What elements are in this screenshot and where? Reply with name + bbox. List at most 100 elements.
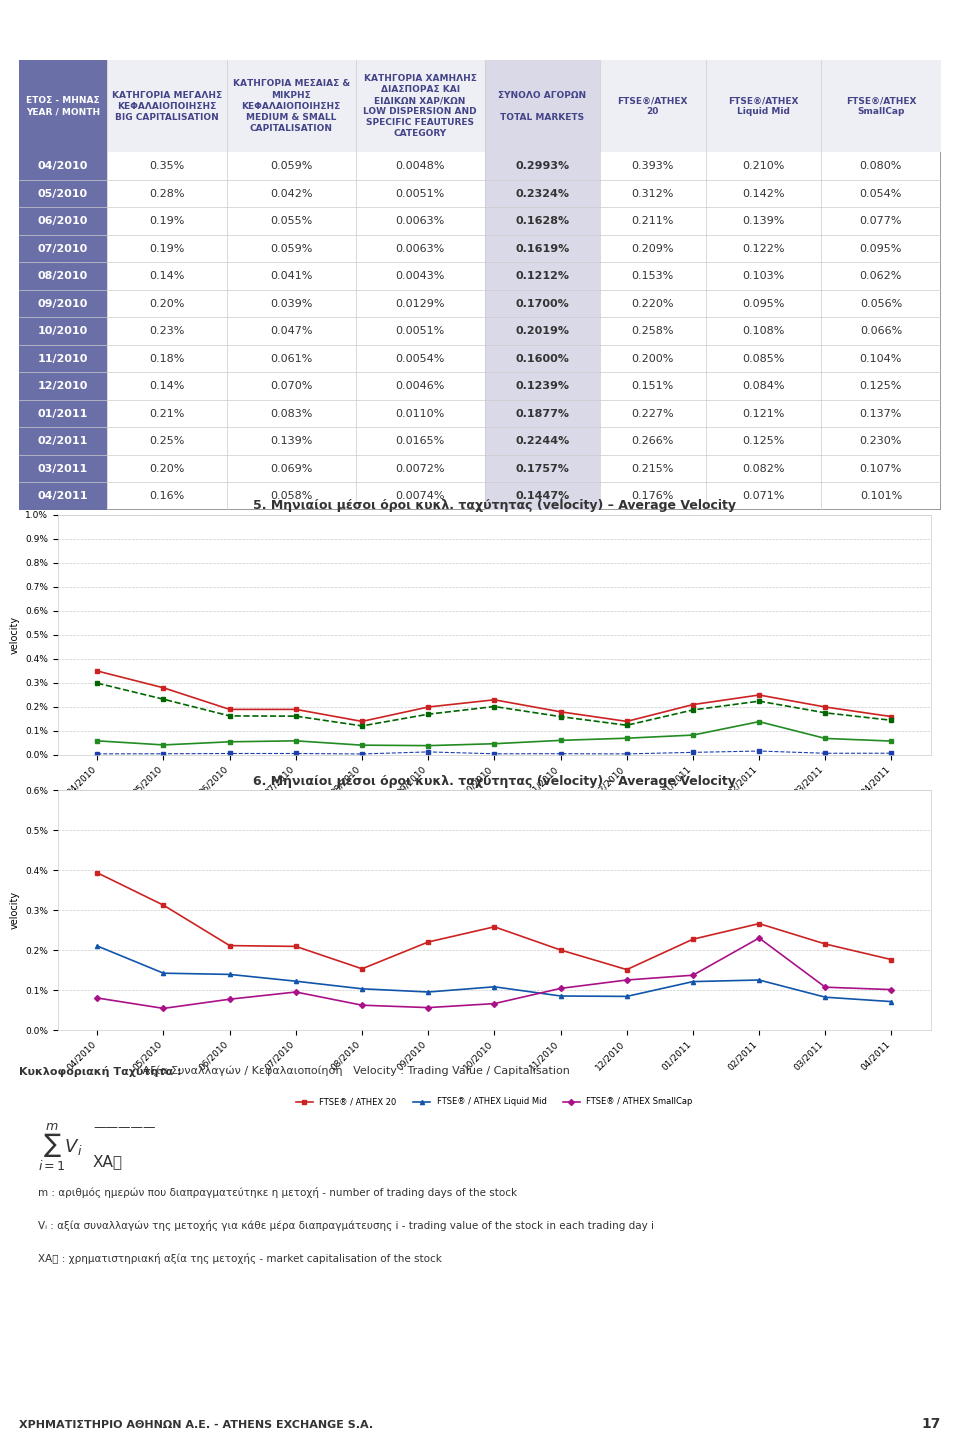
Text: 0.25%: 0.25% (149, 436, 184, 446)
Bar (485, 399, 600, 427)
Text: 0.039%: 0.039% (270, 299, 312, 309)
Text: 0.121%: 0.121% (742, 408, 784, 418)
Bar (19, 60, 107, 152)
Text: ΣΥΝΟΛΟ ΑΓΟΡΩΝ

TOTAL MARKETS: ΣΥΝΟΛΟ ΑΓΟΡΩΝ TOTAL MARKETS (498, 90, 587, 122)
Text: 0.1700%: 0.1700% (516, 299, 569, 309)
Text: 0.19%: 0.19% (149, 244, 184, 254)
Text: 0.107%: 0.107% (860, 463, 902, 473)
Text: 0.0165%: 0.0165% (396, 436, 444, 446)
Text: 0.059%: 0.059% (270, 244, 312, 254)
Text: 0.080%: 0.080% (860, 161, 902, 171)
Text: ΧΡΗΜΑΤΙΣΤΗΡΙΟ ΑΘΗΝΩΝ Α.Ε. - ATHENS EXCHANGE S.A.: ΧΡΗΜΑΤΙΣΤΗΡΙΟ ΑΘΗΝΩΝ Α.Ε. - ATHENS EXCHA… (19, 1420, 373, 1430)
Text: FTSE®/ATHEX
SmallCap: FTSE®/ATHEX SmallCap (846, 96, 916, 116)
Text: 0.266%: 0.266% (632, 436, 674, 446)
Text: 0.054%: 0.054% (860, 189, 902, 199)
Text: 0.21%: 0.21% (149, 408, 184, 418)
Legend: FTSE® / ATHEX 20, FTSE® / ATHEX Liquid Mid, FTSE® / ATHEX SmallCap: FTSE® / ATHEX 20, FTSE® / ATHEX Liquid M… (293, 1095, 696, 1109)
Bar (485, 263, 600, 290)
Text: 0.069%: 0.069% (270, 463, 312, 473)
Bar (485, 427, 600, 454)
Bar (485, 290, 600, 318)
Text: 0.0072%: 0.0072% (396, 463, 444, 473)
Text: 0.18%: 0.18% (149, 354, 184, 363)
Text: 06/2010: 06/2010 (37, 216, 88, 227)
Text: 10/2010: 10/2010 (37, 327, 88, 335)
Text: 0.058%: 0.058% (270, 491, 312, 501)
Text: 0.153%: 0.153% (632, 272, 674, 282)
Bar (19, 208, 107, 235)
Text: 0.042%: 0.042% (270, 189, 312, 199)
Text: 0.055%: 0.055% (270, 216, 312, 227)
Text: 0.1757%: 0.1757% (516, 463, 569, 473)
Text: 11/2010: 11/2010 (37, 354, 88, 363)
Text: 0.142%: 0.142% (742, 189, 784, 199)
Bar (821, 60, 941, 152)
Bar (485, 208, 600, 235)
Bar (485, 372, 600, 399)
Text: 0.0051%: 0.0051% (396, 327, 444, 335)
Bar (19, 427, 107, 454)
Text: 0.095%: 0.095% (742, 299, 784, 309)
Text: 0.056%: 0.056% (860, 299, 902, 309)
Text: 0.2244%: 0.2244% (516, 436, 569, 446)
Text: 0.0129%: 0.0129% (396, 299, 444, 309)
Text: 0.2324%: 0.2324% (516, 189, 569, 199)
Text: 0.209%: 0.209% (632, 244, 674, 254)
Text: 0.215%: 0.215% (632, 463, 674, 473)
Bar (485, 318, 600, 346)
Text: 0.085%: 0.085% (742, 354, 784, 363)
Text: Vᵢ : αξία συναλλαγών της μετοχής για κάθε μέρα διαπραγμάτευσης i - trading value: Vᵢ : αξία συναλλαγών της μετοχής για κάθ… (37, 1220, 654, 1231)
Text: ΚΑΤΗΓΟΡΙΑ ΜΕΓΑΛΗΣ
ΚΕΦΑΛΑΙΟΠΟΙΗΣΗΣ
BIG CAPITALISATION: ΚΑΤΗΓΟΡΙΑ ΜΕΓΑΛΗΣ ΚΕΦΑΛΑΙΟΠΟΙΗΣΗΣ BIG CA… (111, 90, 222, 122)
Text: 0.0110%: 0.0110% (396, 408, 444, 418)
Text: 0.1877%: 0.1877% (516, 408, 569, 418)
Text: 0.084%: 0.084% (742, 382, 784, 391)
Text: 0.108%: 0.108% (742, 327, 784, 335)
Text: 0.0051%: 0.0051% (396, 189, 444, 199)
Text: 0.139%: 0.139% (270, 436, 312, 446)
Bar (485, 346, 600, 372)
Bar (706, 60, 821, 152)
Text: 0.125%: 0.125% (742, 436, 784, 446)
Text: $\sum_{i=1}^{m} V_i$: $\sum_{i=1}^{m} V_i$ (37, 1121, 83, 1173)
Text: 0.082%: 0.082% (742, 463, 784, 473)
Text: 0.095%: 0.095% (860, 244, 902, 254)
Text: 6. Μηνιαίοι μέσοι όροι κυκλ. ταχύτητας (velocity) – Average Velocity: 6. Μηνιαίοι μέσοι όροι κυκλ. ταχύτητας (… (253, 774, 735, 787)
Text: 0.122%: 0.122% (742, 244, 784, 254)
Text: 0.066%: 0.066% (860, 327, 902, 335)
Text: 01/2011: 01/2011 (37, 408, 88, 418)
Bar (19, 346, 107, 372)
Text: 04/2011: 04/2011 (37, 491, 88, 501)
Text: 0.176%: 0.176% (632, 491, 674, 501)
Text: 0.0063%: 0.0063% (396, 244, 444, 254)
Text: ΚΑΤΗΓΟΡΙΑ ΧΑΜΗΛΗΣ
ΔΙΑΣΠΟΡΑΣ ΚΑΙ
ΕΙΔΙΚΩΝ ΧΑΡ/ΚΩΝ
LOW DISPERSION AND
SPECIFIC FEAU: ΚΑΤΗΓΟΡΙΑ ΧΑΜΗΛΗΣ ΔΙΑΣΠΟΡΑΣ ΚΑΙ ΕΙΔΙΚΩΝ … (363, 74, 477, 138)
Text: 0.077%: 0.077% (859, 216, 902, 227)
Text: 0.16%: 0.16% (149, 491, 184, 501)
Text: 0.35%: 0.35% (149, 161, 184, 171)
Text: 0.070%: 0.070% (270, 382, 312, 391)
Bar (485, 454, 600, 482)
Text: 0.2993%: 0.2993% (516, 161, 569, 171)
Text: 0.0074%: 0.0074% (396, 491, 444, 501)
Text: 0.1619%: 0.1619% (516, 244, 569, 254)
Text: 0.104%: 0.104% (860, 354, 902, 363)
Text: ΧΑ᷊: ΧΑ᷊ (93, 1154, 123, 1169)
Bar (19, 482, 107, 510)
Bar (19, 263, 107, 290)
Text: 0.1212%: 0.1212% (516, 272, 569, 282)
Text: Monthly average velocity for groups of shares: Monthly average velocity for groups of s… (263, 32, 697, 51)
Text: Κυκλοφοριακή Ταχύτητα :: Κυκλοφοριακή Ταχύτητα : (19, 1066, 181, 1077)
Bar (19, 290, 107, 318)
Bar (19, 235, 107, 263)
Text: 07/2010: 07/2010 (37, 244, 88, 254)
Text: 0.0048%: 0.0048% (396, 161, 444, 171)
Bar (355, 60, 485, 152)
Text: 0.083%: 0.083% (270, 408, 312, 418)
Text: 0.393%: 0.393% (632, 161, 674, 171)
Text: 0.230%: 0.230% (860, 436, 902, 446)
Text: 09/2010: 09/2010 (37, 299, 88, 309)
Text: 0.071%: 0.071% (742, 491, 784, 501)
Text: 0.312%: 0.312% (632, 189, 674, 199)
Text: 0.227%: 0.227% (632, 408, 674, 418)
Text: 04/2010: 04/2010 (37, 161, 88, 171)
Bar (19, 180, 107, 208)
